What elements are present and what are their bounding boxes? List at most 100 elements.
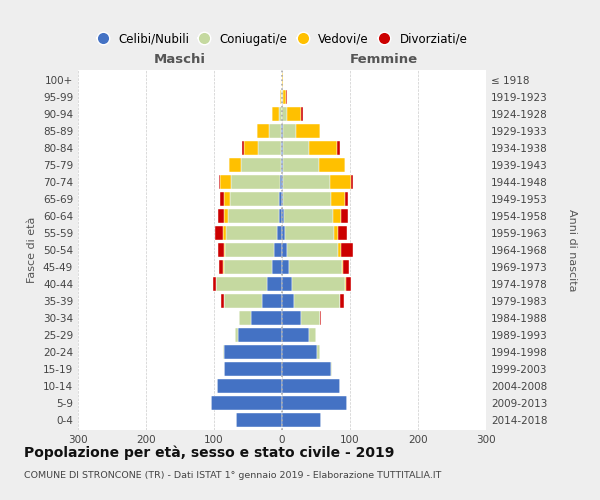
Bar bbox=[224, 260, 272, 274]
Bar bbox=[340, 294, 344, 308]
Bar bbox=[272, 260, 282, 274]
Bar bbox=[329, 175, 352, 189]
Bar bbox=[346, 277, 352, 291]
Bar bbox=[217, 379, 282, 393]
Bar bbox=[278, 209, 282, 223]
Bar bbox=[280, 90, 281, 104]
Bar bbox=[242, 141, 244, 155]
Bar bbox=[282, 396, 347, 410]
Bar bbox=[333, 209, 341, 223]
Bar bbox=[224, 243, 225, 257]
Bar bbox=[283, 175, 329, 189]
Bar bbox=[296, 124, 320, 138]
Bar bbox=[282, 413, 322, 427]
Bar bbox=[251, 311, 282, 325]
Bar bbox=[282, 90, 283, 104]
Bar bbox=[289, 260, 342, 274]
Bar bbox=[224, 362, 282, 376]
Bar bbox=[319, 158, 344, 172]
Bar bbox=[223, 260, 224, 274]
Bar bbox=[283, 192, 331, 206]
Bar bbox=[287, 243, 338, 257]
Bar bbox=[221, 294, 224, 308]
Bar bbox=[236, 413, 282, 427]
Bar bbox=[257, 141, 281, 155]
Bar bbox=[281, 158, 282, 172]
Bar bbox=[341, 209, 348, 223]
Bar bbox=[301, 107, 303, 121]
Bar bbox=[282, 192, 283, 206]
Bar bbox=[218, 209, 224, 223]
Bar bbox=[284, 209, 333, 223]
Bar bbox=[282, 175, 283, 189]
Bar bbox=[227, 209, 278, 223]
Bar bbox=[277, 226, 282, 240]
Bar bbox=[224, 209, 227, 223]
Bar bbox=[231, 175, 280, 189]
Bar bbox=[341, 243, 353, 257]
Bar bbox=[223, 345, 224, 359]
Bar bbox=[334, 226, 338, 240]
Bar bbox=[269, 124, 281, 138]
Bar bbox=[282, 260, 289, 274]
Y-axis label: Anni di nascita: Anni di nascita bbox=[567, 209, 577, 291]
Bar bbox=[216, 277, 267, 291]
Bar bbox=[219, 260, 223, 274]
Legend: Celibi/Nubili, Coniugati/e, Vedovi/e, Divorziati/e: Celibi/Nubili, Coniugati/e, Vedovi/e, Di… bbox=[93, 29, 471, 49]
Text: Maschi: Maschi bbox=[154, 53, 206, 66]
Bar bbox=[212, 277, 216, 291]
Bar bbox=[229, 158, 241, 172]
Bar bbox=[211, 396, 282, 410]
Text: Popolazione per età, sesso e stato civile - 2019: Popolazione per età, sesso e stato civil… bbox=[24, 446, 394, 460]
Bar bbox=[224, 345, 282, 359]
Bar bbox=[344, 192, 348, 206]
Bar bbox=[282, 243, 287, 257]
Bar bbox=[308, 141, 337, 155]
Bar bbox=[219, 175, 220, 189]
Bar bbox=[286, 226, 334, 240]
Bar bbox=[301, 311, 320, 325]
Bar bbox=[338, 226, 347, 240]
Bar bbox=[282, 209, 284, 223]
Bar bbox=[262, 294, 282, 308]
Bar bbox=[283, 90, 286, 104]
Bar bbox=[235, 328, 238, 342]
Bar bbox=[215, 226, 223, 240]
Bar bbox=[280, 175, 282, 189]
Bar bbox=[282, 124, 283, 138]
Bar bbox=[225, 243, 274, 257]
Bar bbox=[223, 226, 226, 240]
Bar bbox=[244, 141, 257, 155]
Bar bbox=[267, 277, 282, 291]
Bar bbox=[282, 226, 286, 240]
Bar bbox=[226, 226, 277, 240]
Bar bbox=[338, 243, 341, 257]
Bar bbox=[287, 107, 301, 121]
Bar bbox=[272, 107, 278, 121]
Bar bbox=[283, 158, 319, 172]
Bar bbox=[257, 124, 269, 138]
Bar bbox=[281, 141, 282, 155]
Bar bbox=[278, 107, 282, 121]
Bar bbox=[309, 328, 316, 342]
Bar bbox=[230, 192, 279, 206]
Bar bbox=[282, 379, 340, 393]
Bar bbox=[274, 243, 282, 257]
Bar bbox=[331, 192, 344, 206]
Y-axis label: Fasce di età: Fasce di età bbox=[28, 217, 37, 283]
Bar bbox=[282, 73, 283, 87]
Bar bbox=[282, 277, 292, 291]
Bar bbox=[241, 158, 281, 172]
Bar bbox=[337, 141, 340, 155]
Bar bbox=[317, 345, 320, 359]
Bar bbox=[345, 277, 346, 291]
Bar bbox=[279, 192, 282, 206]
Bar bbox=[220, 175, 231, 189]
Bar bbox=[294, 294, 340, 308]
Bar bbox=[282, 107, 287, 121]
Bar bbox=[282, 328, 309, 342]
Bar bbox=[282, 141, 283, 155]
Bar bbox=[224, 294, 262, 308]
Bar bbox=[282, 158, 283, 172]
Bar bbox=[283, 124, 296, 138]
